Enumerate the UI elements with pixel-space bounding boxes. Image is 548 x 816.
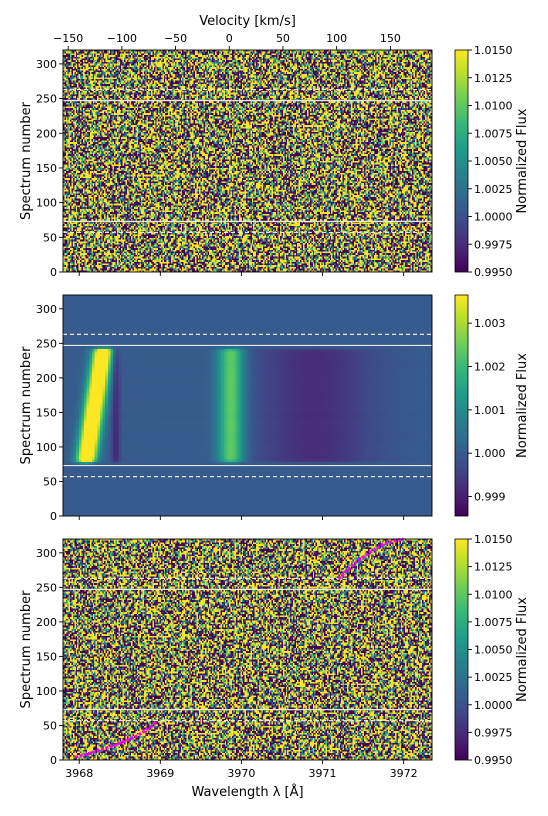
colorbar-tick-label: 1.0025: [474, 183, 513, 196]
axes-frame: [62, 294, 433, 517]
colorbar: [454, 49, 469, 273]
axes-frame: [62, 538, 433, 761]
x-tick-label: 3972: [390, 767, 418, 780]
heatmap-image: [63, 295, 432, 516]
colorbar-tick-label: 1.0150: [474, 533, 513, 546]
colorbar-tick-label: 1.0125: [474, 72, 513, 85]
top-axis-label: Velocity [km/s]: [199, 14, 296, 29]
colorbar: [454, 538, 469, 761]
x-tick-label: 3969: [146, 767, 174, 780]
colorbar-tick-label: 1.0000: [474, 211, 513, 224]
y-axis-label: Spectrum number: [19, 346, 34, 465]
colorbar-tick-label: 1.0025: [474, 671, 513, 684]
x-tick-label: 3968: [65, 767, 93, 780]
colorbar-tick-label: 0.9950: [474, 266, 513, 279]
y-tick-label: 300: [36, 303, 57, 316]
y-tick-label: 100: [36, 685, 57, 698]
colorbar-tick-label: 1.0075: [474, 127, 513, 140]
colorbar-label: Normalized Flux: [515, 597, 530, 702]
y-axis-label: Spectrum number: [19, 101, 34, 220]
y-tick-label: 50: [43, 719, 57, 732]
y-tick-label: 300: [36, 547, 57, 560]
y-tick-label: 200: [36, 372, 57, 385]
panel-middle: 0 50 100 150 200 250 300 Spectrum number 0.999 1.…: [19, 294, 530, 523]
y-tick-label: 200: [36, 127, 57, 140]
y-tick-label: 0: [50, 266, 57, 279]
overlay-trace-1: [337, 537, 404, 581]
colorbar-tick-label: 1.0125: [474, 561, 513, 574]
colorbar-tick-label: 1.001: [474, 404, 506, 417]
top-tick-label: −50: [164, 32, 187, 45]
top-tick-label: −100: [107, 32, 137, 45]
top-tick-label: 150: [380, 32, 401, 45]
y-tick-label: 150: [36, 406, 57, 419]
colorbar-tick-label: 1.000: [474, 447, 506, 460]
top-tick-label: 100: [326, 32, 347, 45]
panel-top: 0 50 100 150 200 250 300 −150 −100 −50 0 50 100 150 Ve…: [19, 14, 530, 279]
colorbar-tick-label: 1.0075: [474, 616, 513, 629]
y-tick-label: 250: [36, 337, 57, 350]
y-tick-label: 0: [50, 510, 57, 523]
colorbar-tick-label: 1.0050: [474, 155, 513, 168]
top-tick-label: −150: [53, 32, 83, 45]
colorbar-tick-label: 1.0150: [474, 44, 513, 57]
heatmap-image: [63, 539, 432, 760]
colorbar-label: Normalized Flux: [515, 353, 530, 458]
y-tick-label: 250: [36, 93, 57, 106]
y-tick-label: 300: [36, 58, 57, 71]
colorbar-tick-label: 0.9950: [474, 754, 513, 767]
heatmap-image: [63, 50, 432, 272]
y-tick-label: 150: [36, 162, 57, 175]
y-tick-label: 200: [36, 616, 57, 629]
y-tick-label: 50: [43, 475, 57, 488]
panel-bottom: 0 50 100 150 200 250 300 3968 3969 3970 3971 3972 Sp…: [19, 533, 530, 800]
colorbar: [454, 294, 469, 517]
x-axis-label: Wavelength λ [Å]: [191, 784, 303, 800]
y-tick-label: 100: [36, 441, 57, 454]
colorbar-tick-label: 1.0050: [474, 644, 513, 657]
colorbar-tick-label: 1.003: [474, 317, 506, 330]
colorbar-tick-label: 0.999: [474, 491, 506, 504]
colorbar-tick-label: 1.002: [474, 361, 506, 374]
y-tick-label: 50: [43, 231, 57, 244]
top-tick-label: 0: [226, 32, 233, 45]
x-tick-label: 3970: [227, 767, 255, 780]
axes-frame: [62, 49, 433, 273]
colorbar-tick-label: 1.0000: [474, 699, 513, 712]
y-tick-label: 250: [36, 581, 57, 594]
y-tick-label: 100: [36, 197, 57, 210]
y-tick-label: 0: [50, 754, 57, 767]
colorbar-tick-label: 1.0100: [474, 100, 513, 113]
colorbar-label: Normalized Flux: [515, 108, 530, 213]
colorbar-tick-label: 0.9975: [474, 726, 513, 739]
colorbar-tick-label: 1.0100: [474, 588, 513, 601]
x-tick-label: 3971: [309, 767, 337, 780]
y-tick-label: 150: [36, 650, 57, 663]
top-tick-label: 50: [276, 32, 290, 45]
colorbar-tick-label: 0.9975: [474, 238, 513, 251]
y-axis-label: Spectrum number: [19, 590, 34, 709]
